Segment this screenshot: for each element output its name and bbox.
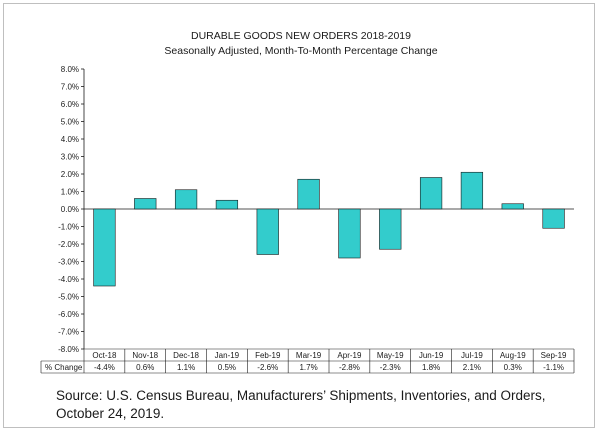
value-label: -2.3% bbox=[380, 363, 401, 372]
bar-jan-19 bbox=[215, 199, 239, 210]
source-note: Source: U.S. Census Bureau, Manufacturer… bbox=[56, 388, 546, 421]
value-label: 1.8% bbox=[422, 363, 440, 372]
y-tick-label: -1.0% bbox=[58, 223, 79, 232]
x-tick-label: Oct-18 bbox=[92, 351, 117, 360]
bar-nov-18 bbox=[134, 198, 157, 210]
y-tick-label: 2.0% bbox=[61, 170, 79, 179]
chart-frame: DURABLE GOODS NEW ORDERS 2018-2019 Seaso… bbox=[3, 3, 595, 428]
y-tick-label: -7.0% bbox=[58, 328, 79, 337]
y-tick-label: 0.0% bbox=[61, 205, 79, 214]
x-tick-label: Sep-19 bbox=[541, 351, 567, 360]
y-tick-label: 6.0% bbox=[61, 100, 79, 109]
bar-dec-18 bbox=[174, 189, 198, 210]
y-tick-label: 7.0% bbox=[61, 83, 79, 92]
value-label: 0.5% bbox=[218, 363, 236, 372]
value-label: 2.1% bbox=[463, 363, 481, 372]
value-label: -2.6% bbox=[257, 363, 278, 372]
value-label: 1.1% bbox=[177, 363, 195, 372]
value-label: -4.4% bbox=[94, 363, 115, 372]
value-label: 1.7% bbox=[299, 363, 317, 372]
bar-jun-19 bbox=[419, 177, 443, 210]
bar-sep-19 bbox=[542, 208, 565, 229]
bars bbox=[93, 171, 565, 287]
row-header: % Change bbox=[45, 363, 83, 372]
value-label: 0.6% bbox=[136, 363, 154, 372]
y-tick-label: 5.0% bbox=[61, 118, 79, 127]
x-tick-label: Jul-19 bbox=[461, 351, 483, 360]
bar-apr-19 bbox=[338, 208, 361, 259]
y-tick-label: 4.0% bbox=[61, 135, 79, 144]
bar-mar-19 bbox=[297, 178, 320, 210]
chart-subtitle: Seasonally Adjusted, Month-To-Month Perc… bbox=[164, 45, 437, 57]
y-tick-label: -2.0% bbox=[58, 240, 79, 249]
y-axis: 8.0% 7.0% 6.0% 5.0% 4.0% 3.0% 2.0% 1.0% 0.0% -1.0… bbox=[58, 65, 574, 354]
chart-title: DURABLE GOODS NEW ORDERS 2018-2019 bbox=[191, 30, 411, 42]
x-tick-label: Dec-18 bbox=[173, 351, 199, 360]
data-table: % Change Oct-18 -4.4% Nov-18 0.6% Dec-18 1.1% J… bbox=[40, 348, 575, 374]
bar-oct-18 bbox=[93, 208, 116, 287]
value-label: -1.1% bbox=[543, 363, 564, 372]
y-tick-label: -6.0% bbox=[58, 310, 79, 319]
y-tick-label: 1.0% bbox=[61, 188, 79, 197]
x-tick-label: Nov-18 bbox=[132, 351, 158, 360]
bar-feb-19 bbox=[256, 208, 279, 255]
bar-may-19 bbox=[379, 208, 402, 250]
y-tick-label: -4.0% bbox=[58, 275, 79, 284]
chart: DURABLE GOODS NEW ORDERS 2018-2019 Seaso… bbox=[40, 30, 575, 374]
y-tick-label: -3.0% bbox=[58, 258, 79, 267]
bar-aug-19 bbox=[501, 203, 524, 210]
x-tick-label: Mar-19 bbox=[296, 351, 322, 360]
x-tick-label: Apr-19 bbox=[337, 351, 362, 360]
x-tick-label: May-19 bbox=[377, 351, 404, 360]
value-label: -2.8% bbox=[339, 363, 360, 372]
value-label: 0.3% bbox=[504, 363, 522, 372]
bar-jul-19 bbox=[460, 171, 484, 210]
x-tick-label: Aug-19 bbox=[500, 351, 526, 360]
y-tick-label: 3.0% bbox=[61, 153, 79, 162]
y-tick-label: -5.0% bbox=[58, 293, 79, 302]
y-tick-label: -8.0% bbox=[58, 345, 79, 354]
x-tick-label: Jun-19 bbox=[419, 351, 444, 360]
y-tick-label: 8.0% bbox=[61, 65, 79, 74]
x-tick-label: Feb-19 bbox=[255, 351, 281, 360]
x-tick-label: Jan-19 bbox=[215, 351, 240, 360]
